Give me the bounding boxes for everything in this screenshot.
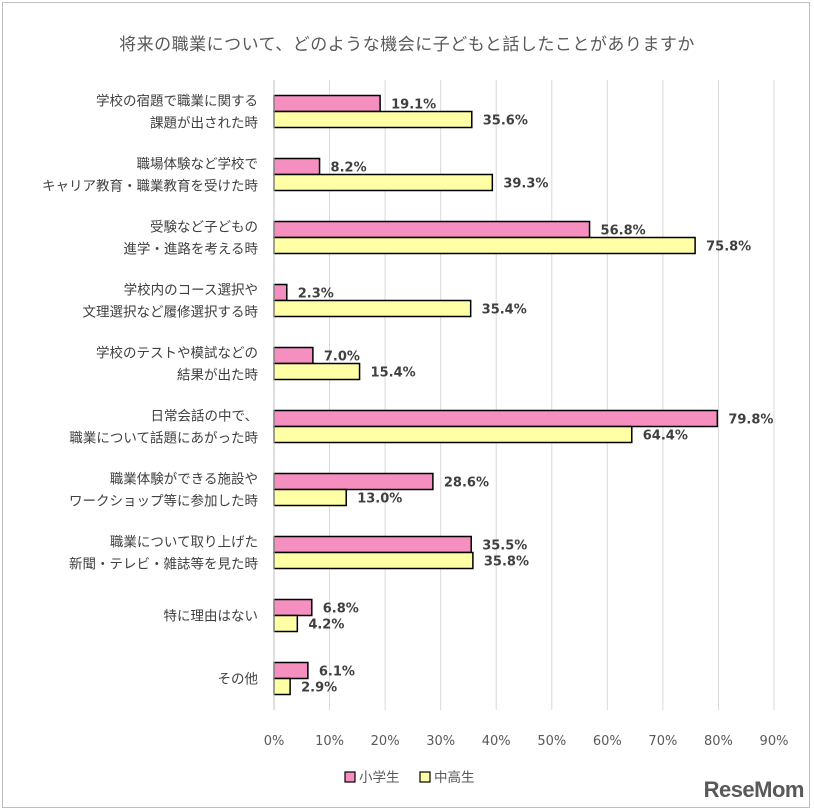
x-tick-label: 70% — [648, 734, 677, 749]
data-label: 19.1% — [391, 98, 436, 113]
data-label: 64.4% — [643, 429, 688, 444]
data-label: 28.6% — [444, 476, 489, 491]
category-label: 学校の宿題で職業に関する — [96, 93, 258, 110]
category-label: キャリア教育・職業教育を受けた時 — [42, 179, 258, 195]
x-tick-label: 80% — [704, 734, 733, 749]
legend-label: 中高生 — [434, 769, 475, 786]
category-label: 学校のテストや模試などの — [96, 345, 258, 362]
data-label: 35.5% — [482, 539, 527, 554]
legend-swatch — [419, 771, 431, 783]
category-label: 受験など子どもの — [150, 220, 258, 236]
category-label: 学校内のコース選択や — [124, 282, 258, 299]
data-label: 13.0% — [357, 492, 402, 507]
category-label: 特に理由はない — [164, 609, 259, 625]
category-label: 職業について取り上げた — [110, 535, 258, 551]
category-label: 進学・進路を考える時 — [123, 242, 258, 258]
data-label: 8.2% — [331, 161, 367, 176]
category-label: 職業体験ができる施設や — [110, 472, 258, 488]
data-label: 2.3% — [298, 287, 334, 302]
secondary-bar — [273, 677, 291, 696]
data-label: 35.8% — [484, 555, 529, 570]
x-tick-label: 40% — [482, 734, 511, 749]
secondary-bar — [273, 299, 472, 318]
data-label: 15.4% — [371, 366, 416, 381]
elementary-bar — [273, 661, 309, 680]
x-tick-label: 10% — [315, 734, 344, 749]
data-label: 7.0% — [324, 350, 360, 365]
secondary-bar — [273, 173, 494, 192]
elementary-bar — [273, 283, 288, 302]
elementary-bar — [273, 472, 434, 491]
category-label: 文理選択など履修選択する時 — [83, 305, 259, 321]
secondary-bar — [273, 110, 473, 129]
x-tick-label: 30% — [426, 734, 455, 749]
data-label: 75.8% — [706, 240, 751, 255]
x-tick-label: 90% — [760, 734, 789, 749]
secondary-bar — [273, 551, 474, 570]
resemom-logo: ReseMom — [703, 777, 805, 802]
data-label: 35.6% — [483, 114, 528, 129]
category-label: 職場体験など学校で — [137, 156, 259, 173]
data-label: 39.3% — [503, 177, 548, 192]
elementary-bar — [273, 346, 314, 365]
data-label: 2.9% — [301, 681, 337, 696]
chart-title: 将来の職業について、どのような機会に子どもと話したことがありますか — [119, 35, 695, 55]
category-label: 結果が出た時 — [177, 368, 258, 384]
data-label: 35.4% — [482, 303, 527, 318]
legend-label: 小学生 — [359, 770, 400, 786]
x-tick-label: 0% — [264, 734, 285, 749]
category-label: 日常会話の中で、 — [151, 408, 258, 425]
secondary-bar — [273, 425, 633, 444]
category-label: その他 — [218, 672, 259, 688]
x-tick-label: 60% — [593, 734, 622, 749]
x-tick-label: 20% — [371, 734, 400, 749]
secondary-bar — [273, 488, 347, 507]
elementary-bar — [273, 94, 381, 113]
data-label: 6.1% — [319, 665, 355, 680]
secondary-bar — [273, 236, 696, 255]
data-label: 4.2% — [308, 618, 344, 633]
elementary-bar — [273, 598, 313, 617]
data-label: 56.8% — [601, 224, 646, 239]
data-label: 79.8% — [728, 413, 773, 428]
secondary-bar — [273, 614, 299, 633]
category-label: 職業について話題にあがった時 — [69, 430, 258, 447]
data-label: 6.8% — [323, 602, 359, 617]
elementary-bar — [273, 409, 719, 428]
legend-swatch — [344, 771, 356, 783]
category-label: ワークショップ等に参加した時 — [69, 493, 258, 510]
secondary-bar — [273, 362, 361, 381]
x-tick-label: 50% — [537, 734, 566, 749]
category-label: 新聞・テレビ・雑誌等を見た時 — [69, 556, 258, 573]
category-label: 課題が出された時 — [150, 116, 258, 132]
elementary-bar — [273, 157, 321, 176]
elementary-bar — [273, 535, 472, 554]
elementary-bar — [273, 220, 591, 239]
